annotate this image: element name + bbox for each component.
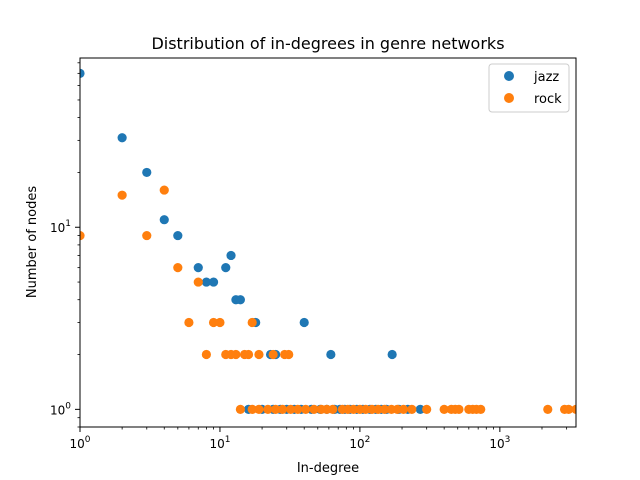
point-jazz-1 bbox=[117, 133, 127, 143]
point-rock-53 bbox=[476, 404, 486, 414]
point-rock-1 bbox=[117, 190, 127, 200]
point-rock-32 bbox=[328, 404, 338, 414]
point-rock-15 bbox=[247, 317, 257, 328]
point-rock-19 bbox=[284, 349, 294, 360]
plot-marks bbox=[80, 68, 576, 414]
point-rock-27 bbox=[293, 404, 303, 414]
point-rock-0 bbox=[80, 230, 85, 241]
y-tick-label: 100 bbox=[50, 401, 71, 417]
x-tick-label: 101 bbox=[209, 435, 230, 451]
point-rock-37 bbox=[361, 404, 371, 414]
point-jazz-7 bbox=[208, 277, 219, 287]
point-rock-35 bbox=[348, 404, 359, 414]
point-rock-21 bbox=[247, 404, 257, 414]
point-jazz-40 bbox=[415, 404, 425, 414]
x-tick-label: 103 bbox=[489, 435, 510, 451]
point-rock-2 bbox=[142, 230, 152, 241]
point-jazz-3 bbox=[159, 215, 169, 225]
legend-marker-jazz bbox=[504, 71, 514, 81]
point-jazz-11 bbox=[235, 295, 245, 305]
point-jazz-17 bbox=[387, 349, 397, 360]
point-rock-5 bbox=[184, 317, 194, 328]
point-rock-14 bbox=[243, 349, 254, 360]
x-tick-label: 102 bbox=[349, 435, 370, 451]
point-jazz-2 bbox=[142, 167, 152, 178]
point-rock-56 bbox=[564, 404, 574, 414]
point-rock-49 bbox=[454, 404, 464, 414]
point-jazz-6 bbox=[201, 277, 211, 287]
legend-marker-rock bbox=[504, 93, 514, 103]
legend-label-jazz: jazz bbox=[533, 70, 559, 85]
point-jazz-8 bbox=[221, 263, 231, 273]
point-rock-8 bbox=[208, 317, 219, 328]
point-rock-54 bbox=[543, 404, 553, 414]
point-rock-28 bbox=[301, 404, 311, 414]
point-jazz-15 bbox=[299, 317, 309, 328]
point-jazz-16 bbox=[326, 349, 336, 360]
point-rock-57 bbox=[571, 404, 576, 414]
y-axis-label: Number of nodes bbox=[25, 186, 40, 298]
point-rock-3 bbox=[159, 185, 169, 195]
chart-title: Distribution of in-degrees in genre netw… bbox=[151, 34, 504, 53]
point-jazz-9 bbox=[226, 250, 236, 261]
legend: jazz rock bbox=[488, 63, 570, 113]
y-axis: 100 101 bbox=[50, 62, 80, 428]
point-rock-24 bbox=[271, 404, 281, 414]
x-axis-label: In-degree bbox=[297, 461, 359, 476]
point-rock-20 bbox=[235, 404, 245, 414]
point-rock-40 bbox=[379, 404, 390, 414]
point-rock-17 bbox=[268, 349, 278, 360]
point-rock-23 bbox=[263, 404, 273, 414]
x-tick-label: 100 bbox=[69, 435, 90, 451]
point-rock-44 bbox=[407, 404, 417, 414]
point-jazz-4 bbox=[173, 230, 183, 241]
point-rock-45 bbox=[422, 404, 432, 414]
point-rock-6 bbox=[193, 277, 203, 287]
point-jazz-5 bbox=[193, 263, 203, 273]
point-rock-46 bbox=[439, 404, 449, 414]
point-rock-16 bbox=[254, 349, 264, 360]
point-rock-26 bbox=[286, 404, 296, 414]
legend-label-rock: rock bbox=[534, 92, 562, 107]
point-rock-7 bbox=[201, 349, 211, 360]
point-rock-9 bbox=[215, 317, 225, 328]
point-rock-25 bbox=[277, 404, 288, 414]
point-rock-29 bbox=[309, 404, 319, 414]
point-rock-39 bbox=[373, 404, 383, 414]
point-jazz-0 bbox=[80, 68, 85, 78]
point-rock-12 bbox=[231, 349, 241, 360]
point-rock-4 bbox=[173, 263, 183, 273]
point-rock-43 bbox=[398, 404, 409, 414]
y-tick-label: 101 bbox=[50, 219, 71, 235]
point-rock-22 bbox=[254, 404, 264, 414]
x-axis: 100 101 102 103 bbox=[69, 427, 568, 451]
plot-frame bbox=[79, 57, 577, 428]
series-rock bbox=[80, 185, 576, 414]
